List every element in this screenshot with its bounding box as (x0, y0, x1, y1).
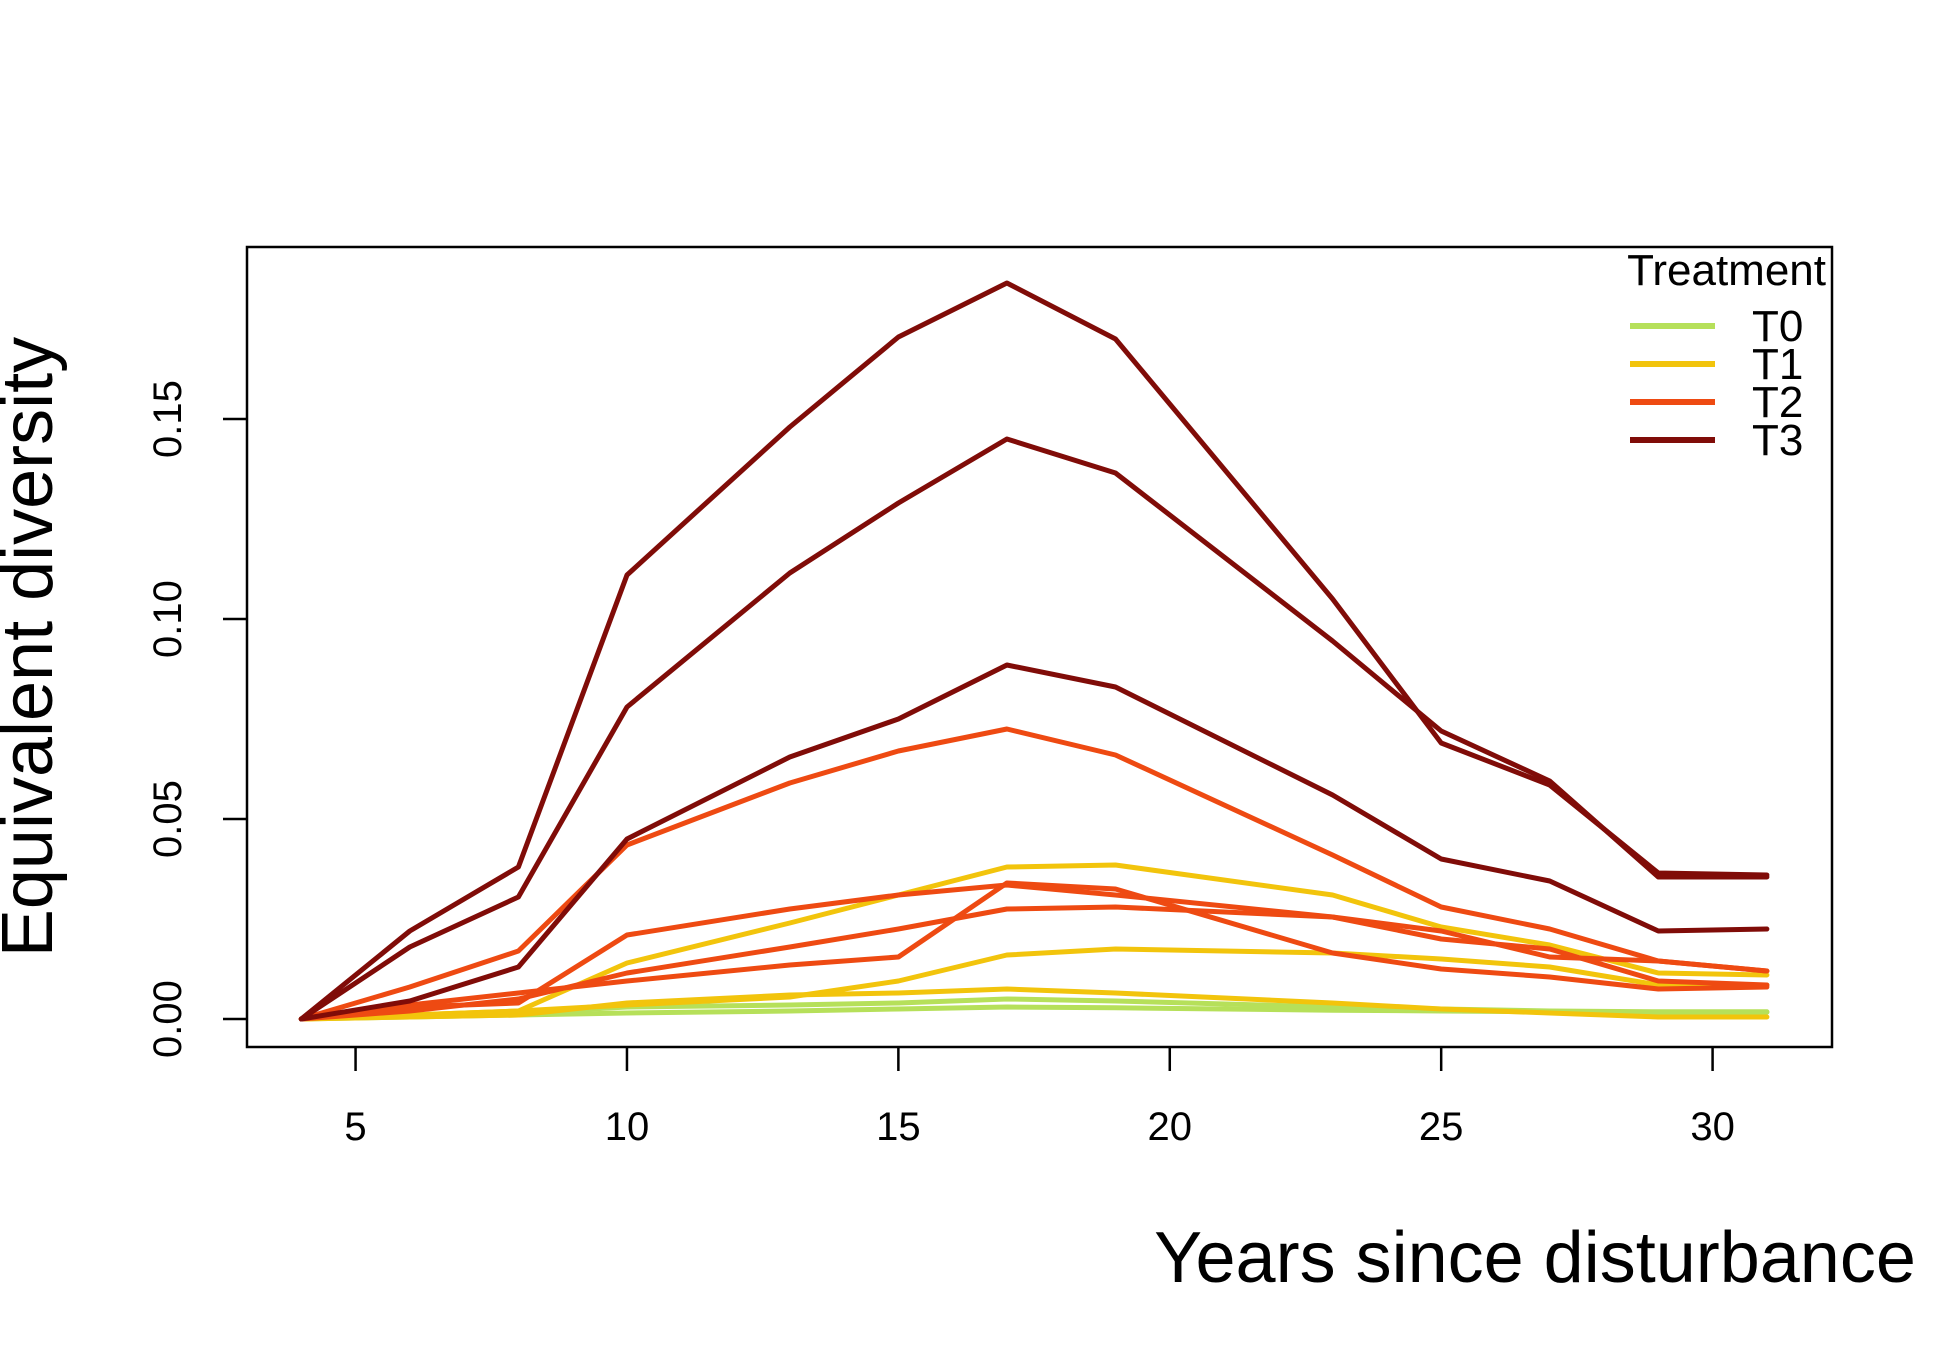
series-line-t3-9 (298, 662, 1770, 1022)
series-line-t3-10 (298, 436, 1770, 1022)
y-tick-label: 0.10 (146, 580, 190, 658)
x-axis-title: Years since disturbance (1154, 1218, 1916, 1298)
series-line-t2-5 (298, 904, 1770, 1022)
x-tick-label: 25 (1419, 1105, 1464, 1149)
series-line-t3-11 (298, 280, 1770, 1022)
x-tick-label: 15 (876, 1105, 921, 1149)
x-tick-label: 5 (344, 1105, 366, 1149)
series-line-t2-7 (298, 882, 1770, 1022)
legend-label-t1: T1 (1752, 340, 1803, 389)
legend-label-t3: T3 (1752, 416, 1803, 465)
legend-title: Treatment (1627, 246, 1826, 295)
x-tick-label: 20 (1148, 1105, 1193, 1149)
series-line-t1-4 (298, 862, 1770, 1022)
y-tick-label: 0.15 (146, 380, 190, 458)
series-lines (298, 280, 1770, 1022)
y-tick-label: 0.05 (146, 780, 190, 858)
series-line-t1-2 (298, 986, 1770, 1022)
x-tick-label: 10 (605, 1105, 650, 1149)
x-axis: 5 10 15 20 25 30 (344, 1047, 1735, 1149)
y-axis: 0.00 0.05 0.10 0.15 (146, 380, 247, 1058)
y-axis-title: Equivalent diversity (0, 337, 68, 957)
legend-label-t0: T0 (1752, 302, 1803, 351)
legend-label-t2: T2 (1752, 378, 1803, 427)
plot-frame (245, 245, 1834, 1049)
y-tick-label: 0.00 (146, 980, 190, 1058)
series-line-t2-8 (298, 726, 1770, 1022)
x-tick-label: 30 (1690, 1105, 1735, 1149)
